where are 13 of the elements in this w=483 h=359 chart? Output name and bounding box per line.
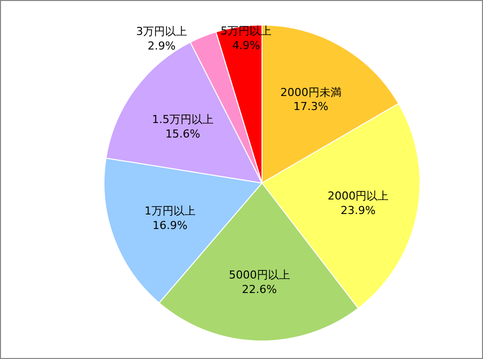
data-label: 17.3%: [293, 100, 328, 114]
slice-label: 5000円以上: [228, 268, 290, 282]
slice-label: 1万円以上: [144, 204, 196, 218]
data-label: 23.9%: [340, 204, 376, 218]
slice-label: 3万円以上: [136, 25, 188, 38]
slice-label: 1.5万円以上: [152, 113, 214, 126]
data-label: 16.9%: [152, 218, 188, 232]
data-label: 15.6%: [165, 127, 200, 140]
data-label: 22.6%: [242, 283, 277, 296]
data-label: 2.9%: [148, 39, 176, 52]
slice-label: 2000円以上: [328, 190, 389, 203]
data-label: 4.9%: [232, 39, 260, 52]
slice-label: 2000円未満: [280, 86, 342, 99]
